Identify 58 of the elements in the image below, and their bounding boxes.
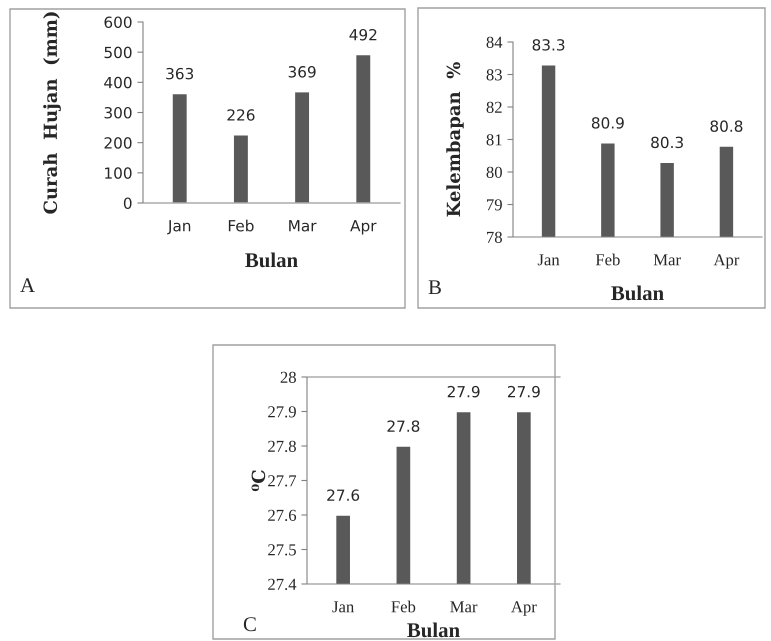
- y-tick-label: 400: [104, 76, 132, 88]
- y-tick-label: 27.8: [268, 440, 296, 452]
- y-tick-label: 500: [104, 46, 132, 58]
- y-tick-label: 27.5: [268, 544, 296, 556]
- x-tick-label: Jan: [332, 601, 354, 612]
- data-label: 27.8: [387, 420, 420, 432]
- bar: [232, 134, 250, 203]
- y-tick-label: 27.9: [268, 406, 296, 418]
- y-axis-title: Curah Hujan (mm): [43, 12, 61, 214]
- data-label: 492: [349, 28, 376, 41]
- x-tick-label: Apr: [350, 220, 376, 234]
- x-tick-label: Feb: [391, 600, 416, 612]
- bar: [171, 92, 188, 203]
- y-tick-label: 84: [486, 36, 502, 48]
- x-tick-label: Mar: [289, 220, 317, 232]
- bar: [294, 90, 310, 203]
- x-tick-label: Jan: [167, 220, 190, 234]
- text: C: [244, 617, 256, 632]
- y-tick-label: 82: [486, 102, 502, 113]
- x-tick-label: Feb: [228, 220, 254, 232]
- y-tick-label: 300: [104, 106, 132, 119]
- x-tick-label: Apr: [714, 254, 740, 269]
- data-label: 27.6: [327, 489, 360, 501]
- data-label: 226: [227, 109, 255, 121]
- y-tick-label: 80: [486, 166, 502, 178]
- y-tick-label: 0: [124, 197, 132, 210]
- text: B: [428, 280, 441, 294]
- x-tick-label: Feb: [596, 254, 620, 266]
- x-tick-label: Jan: [538, 254, 560, 266]
- x-axis-title: Bulan: [611, 286, 664, 300]
- x-tick-label: Apr: [511, 601, 537, 616]
- y-axis-title: ⁰C: [252, 470, 266, 492]
- data-label: 80.8: [710, 120, 742, 132]
- y-tick-label: 81: [486, 134, 502, 146]
- y-tick-label: 27.7: [268, 475, 296, 487]
- x-tick-label: Mar: [654, 254, 681, 266]
- y-tick-label: 79: [487, 199, 502, 210]
- data-label: 363: [166, 68, 194, 80]
- y-tick-label: 78: [487, 232, 502, 243]
- data-label: 27.9: [448, 386, 480, 398]
- x-tick-label: Mar: [450, 601, 478, 612]
- y-tick-label: 27.6: [268, 510, 296, 522]
- y-tick-label: 27.4: [268, 578, 296, 590]
- y-axis-title: Kelembapan %: [446, 62, 464, 217]
- x-axis-title: Bulan: [245, 252, 298, 268]
- data-label: 80.3: [651, 136, 683, 148]
- x-axis-title: Bulan: [407, 622, 460, 638]
- data-label: 83.3: [532, 39, 564, 51]
- text: A: [20, 278, 35, 292]
- y-tick-label: 83: [486, 69, 502, 80]
- data-label: 369: [288, 66, 316, 78]
- y-tick-label: 600: [104, 16, 132, 28]
- y-tick-label: 28: [280, 372, 296, 383]
- data-label: 27.9: [508, 386, 540, 398]
- bar: [354, 54, 372, 203]
- data-label: 80.9: [592, 117, 624, 129]
- y-tick-label: 200: [104, 137, 132, 149]
- y-tick-label: 100: [105, 167, 132, 179]
